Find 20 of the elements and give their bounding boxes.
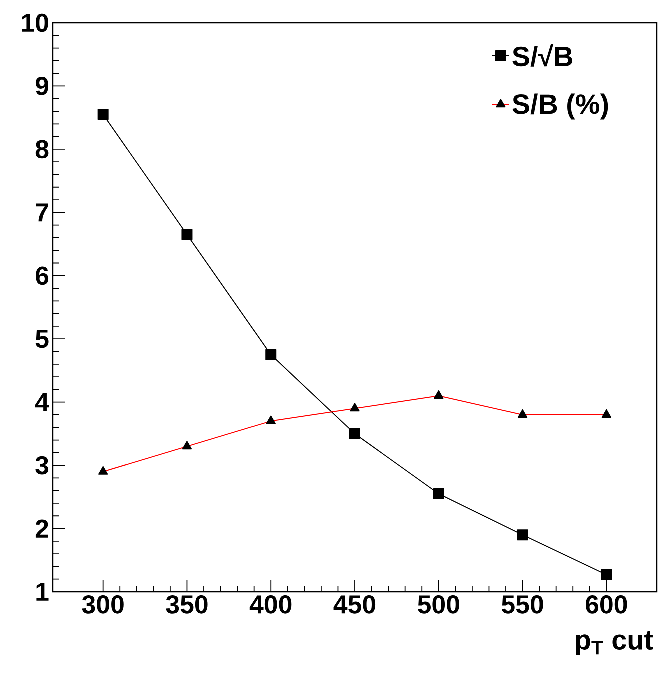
x-tick-label: 300 [82, 596, 124, 614]
legend-label: S/B (%) [512, 94, 608, 120]
y-tick-label: 3 [36, 456, 49, 475]
y-tick-label: 9 [36, 77, 49, 96]
x-tick-label: 600 [586, 596, 628, 614]
x-tick-label: 350 [166, 596, 208, 614]
x-axis-title: p$_{T}$ cut [576, 632, 654, 656]
y-tick-label: 1 [36, 583, 49, 601]
legend-label: S/√B [512, 44, 572, 67]
y-tick-label: 6 [36, 266, 49, 286]
y-tick-label: 2 [36, 520, 48, 538]
x-tick-label: 400 [250, 596, 292, 614]
y-tick-label: 4 [35, 393, 50, 412]
y-tick-label: 7 [36, 204, 48, 222]
x-tick-label: 550 [502, 596, 544, 614]
y-tick-label: 8 [36, 140, 49, 159]
x-tick-label: 450 [334, 596, 376, 614]
y-tick-label: 10 [22, 14, 48, 32]
x-tick-label: 500 [418, 596, 460, 614]
y-tick-label: 5 [36, 330, 49, 348]
